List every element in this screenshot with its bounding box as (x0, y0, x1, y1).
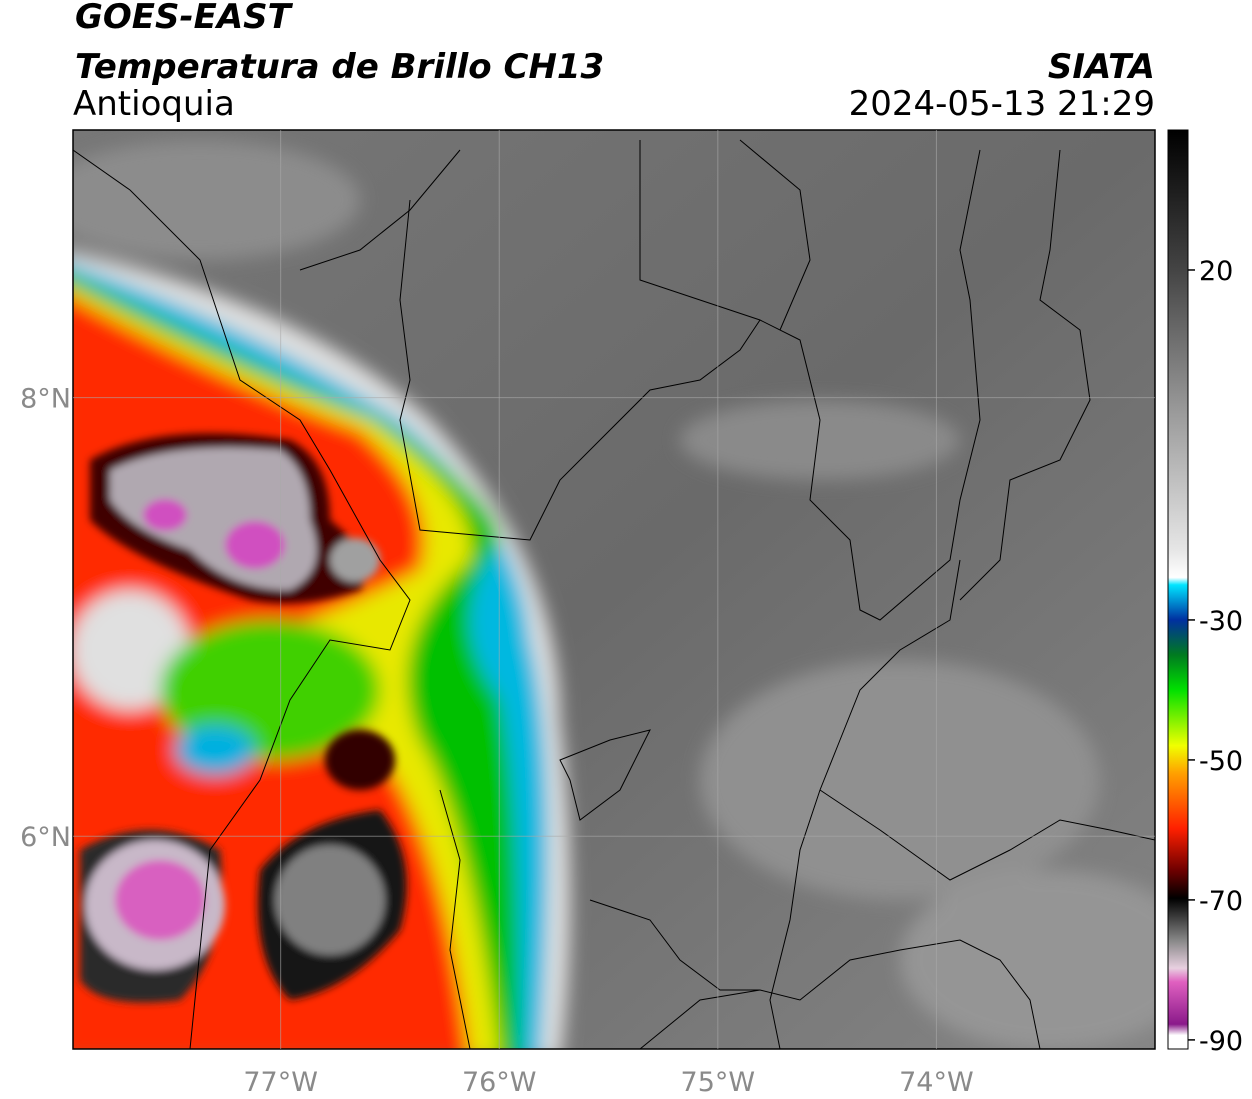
colorbar-tick-label: -50 (1199, 746, 1243, 777)
y-tick-label: 6°N (20, 822, 71, 853)
deep-convection (80, 433, 407, 1003)
colorbar-tick-label: -30 (1199, 606, 1243, 637)
colorbar-tick-label: 20 (1199, 256, 1233, 287)
map-frame (72, 129, 1156, 1050)
colorbar (1167, 129, 1189, 1050)
timestamp: 2024-05-13 21:29 (849, 84, 1155, 124)
x-tick-label: 77°W (243, 1067, 318, 1098)
colorbar-tick-label: -90 (1199, 1026, 1243, 1057)
y-tick-label: 8°N (20, 384, 71, 415)
satellite-image (73, 130, 1155, 1049)
title: GOES-EAST (75, 0, 294, 37)
x-tick-label: 75°W (681, 1067, 756, 1098)
x-tick-label: 74°W (899, 1067, 974, 1098)
source: SIATA (1048, 47, 1155, 87)
colorbar-tick-label: -70 (1199, 886, 1243, 917)
x-tick-label: 76°W (462, 1067, 537, 1098)
region: Antioquia (73, 84, 235, 124)
boundaries (73, 139, 1155, 1049)
subtitle: Temperatura de Brillo CH13 (75, 47, 604, 87)
